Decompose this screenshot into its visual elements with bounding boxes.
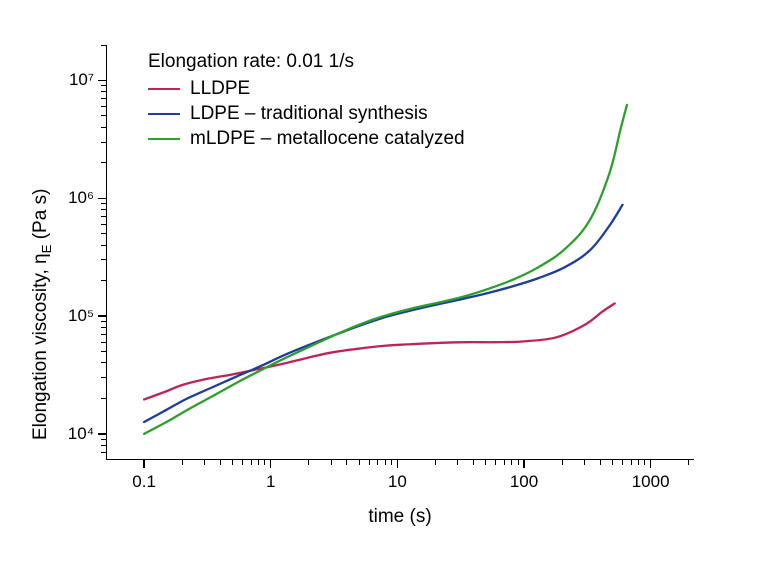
x-minor-tick	[518, 460, 519, 465]
y-minor-tick	[101, 452, 106, 453]
y-minor-tick	[101, 216, 106, 217]
x-minor-tick	[377, 460, 378, 465]
x-minor-tick	[220, 460, 221, 465]
x-minor-tick	[622, 460, 623, 465]
x-minor-tick	[182, 460, 183, 465]
x-minor-tick	[473, 460, 474, 465]
y-minor-tick	[101, 209, 106, 210]
x-minor-tick	[631, 460, 632, 465]
y-axis-label: Elongation viscosity, ηE (Pa s)	[30, 189, 54, 440]
x-tick-label: 100	[494, 472, 554, 492]
x-minor-tick	[232, 460, 233, 465]
x-minor-tick	[644, 460, 645, 465]
x-minor-tick	[612, 460, 613, 465]
x-minor-tick	[251, 460, 252, 465]
x-tick-label: 1	[241, 472, 301, 492]
x-axis-label: time (s)	[106, 506, 694, 528]
x-minor-tick	[264, 460, 265, 465]
x-minor-tick	[457, 460, 458, 465]
x-minor-tick	[504, 460, 505, 465]
y-minor-tick	[101, 45, 106, 46]
y-minor-tick	[101, 142, 106, 143]
x-minor-tick	[204, 460, 205, 465]
legend-item: LDPE – traditional synthesis	[148, 103, 428, 125]
y-minor-tick	[101, 439, 106, 440]
y-tick-label: 10⁴	[68, 424, 94, 444]
y-minor-tick	[101, 377, 106, 378]
y-minor-tick	[101, 127, 106, 128]
y-minor-tick	[101, 362, 106, 363]
x-tick-label: 1000	[621, 472, 681, 492]
x-minor-tick	[688, 460, 689, 465]
legend-label: LDPE – traditional synthesis	[190, 103, 428, 125]
legend-swatch	[148, 88, 180, 90]
x-minor-tick	[369, 460, 370, 465]
y-minor-tick	[101, 445, 106, 446]
x-minor-tick	[562, 460, 563, 465]
x-minor-tick	[385, 460, 386, 465]
legend-label: mLDPE – metallocene catalyzed	[190, 128, 465, 150]
x-minor-tick	[495, 460, 496, 465]
y-minor-tick	[101, 327, 106, 328]
x-minor-tick	[485, 460, 486, 465]
x-minor-tick	[331, 460, 332, 465]
chart-annotation: Elongation rate: 0.01 1/s	[148, 51, 354, 73]
y-minor-tick	[101, 259, 106, 260]
x-minor-tick	[511, 460, 512, 465]
x-minor-tick	[638, 460, 639, 465]
x-major-tick	[650, 460, 652, 468]
y-minor-tick	[101, 224, 106, 225]
legend-swatch	[148, 138, 180, 140]
y-minor-tick	[101, 233, 106, 234]
y-tick-label: 10⁵	[68, 306, 94, 326]
chart-container: Elongation viscosity, ηE (Pa s) time (s)…	[0, 0, 761, 567]
x-minor-tick	[600, 460, 601, 465]
y-minor-tick	[101, 351, 106, 352]
x-minor-tick	[242, 460, 243, 465]
y-minor-tick	[101, 334, 106, 335]
x-major-tick	[523, 460, 525, 468]
y-minor-tick	[101, 98, 106, 99]
y-minor-tick	[101, 398, 106, 399]
x-major-tick	[270, 460, 272, 468]
x-minor-tick	[258, 460, 259, 465]
x-minor-tick	[346, 460, 347, 465]
y-minor-tick	[101, 162, 106, 163]
y-minor-tick	[101, 342, 106, 343]
x-minor-tick	[391, 460, 392, 465]
legend-item: LLDPE	[148, 78, 250, 100]
y-tick-label: 10⁶	[68, 188, 94, 208]
x-minor-tick	[584, 460, 585, 465]
x-tick-label: 0.1	[114, 472, 174, 492]
x-minor-tick	[359, 460, 360, 465]
y-minor-tick	[101, 115, 106, 116]
legend-swatch	[148, 113, 180, 115]
y-minor-tick	[101, 203, 106, 204]
y-minor-tick	[101, 85, 106, 86]
y-major-tick	[98, 315, 106, 317]
y-tick-label: 10⁷	[69, 70, 94, 90]
y-major-tick	[98, 433, 106, 435]
y-minor-tick	[101, 91, 106, 92]
x-tick-label: 10	[367, 472, 427, 492]
y-major-tick	[98, 80, 106, 82]
x-minor-tick	[435, 460, 436, 465]
x-major-tick	[143, 460, 145, 468]
y-major-tick	[98, 198, 106, 200]
x-minor-tick	[308, 460, 309, 465]
y-minor-tick	[101, 321, 106, 322]
y-minor-tick	[101, 106, 106, 107]
y-minor-tick	[101, 245, 106, 246]
x-major-tick	[397, 460, 399, 468]
y-minor-tick	[101, 280, 106, 281]
legend-label: LLDPE	[190, 78, 250, 100]
legend-item: mLDPE – metallocene catalyzed	[148, 128, 465, 150]
